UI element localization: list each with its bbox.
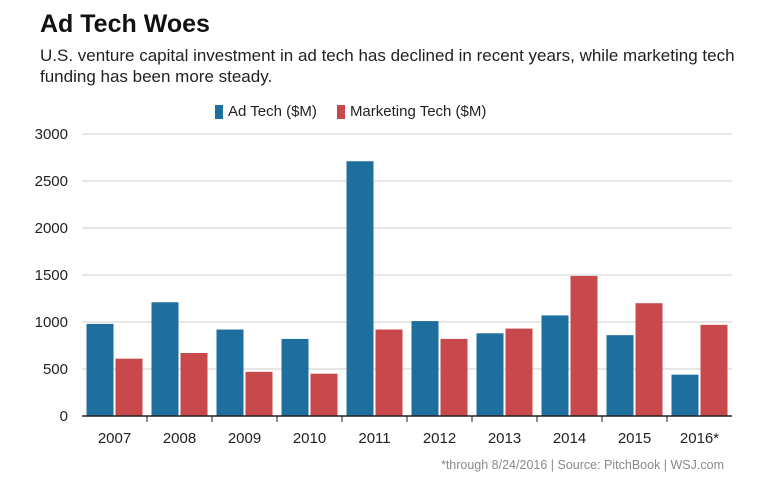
legend-swatch-ad-tech bbox=[215, 104, 223, 119]
bar-ad-tech bbox=[346, 161, 374, 416]
bar-marketing-tech bbox=[180, 353, 208, 416]
legend-label-ad-tech: Ad Tech ($M) bbox=[228, 103, 317, 120]
x-tick-label: 2013 bbox=[488, 430, 521, 447]
bar-marketing-tech bbox=[570, 275, 598, 416]
bar-ad-tech bbox=[151, 302, 179, 416]
y-tick-label: 2000 bbox=[35, 220, 68, 237]
x-tick-label: 2007 bbox=[98, 430, 131, 447]
x-tick-label: 2010 bbox=[293, 430, 326, 447]
legend-label-marketing-tech: Marketing Tech ($M) bbox=[349, 103, 487, 120]
chart-title: Ad Tech Woes bbox=[40, 10, 210, 38]
bar-ad-tech bbox=[541, 315, 569, 416]
chart-subtitle: U.S. venture capital investment in ad te… bbox=[40, 46, 735, 86]
x-tick-label: 2015 bbox=[618, 430, 651, 447]
legend-item-ad-tech: Ad Tech ($M) bbox=[215, 103, 317, 120]
x-tick-label: 2009 bbox=[228, 430, 261, 447]
legend-item-marketing-tech: Marketing Tech ($M) bbox=[336, 103, 487, 120]
bar-marketing-tech bbox=[245, 371, 273, 416]
bar-marketing-tech bbox=[375, 329, 403, 416]
y-tick-label: 500 bbox=[43, 361, 68, 378]
bar-ad-tech bbox=[411, 321, 439, 416]
bar-marketing-tech bbox=[700, 324, 728, 416]
x-tick-label: 2016* bbox=[680, 430, 719, 447]
y-tick-label: 1500 bbox=[35, 267, 68, 284]
x-tick-label: 2014 bbox=[553, 430, 586, 447]
x-tick-label: 2008 bbox=[163, 430, 196, 447]
bar-ad-tech bbox=[476, 333, 504, 416]
bar-marketing-tech bbox=[505, 328, 533, 416]
y-tick-label: 3000 bbox=[35, 126, 68, 143]
bar-ad-tech bbox=[606, 335, 634, 416]
legend: Ad Tech ($M) Marketing Tech ($M) bbox=[215, 103, 506, 120]
bar-ad-tech bbox=[86, 323, 114, 416]
bar-marketing-tech bbox=[115, 358, 143, 416]
x-tick-label: 2011 bbox=[358, 430, 390, 447]
y-tick-label: 0 bbox=[60, 408, 68, 425]
legend-swatch-marketing-tech bbox=[336, 104, 345, 119]
x-tick-label: 2012 bbox=[423, 430, 456, 447]
bar-ad-tech bbox=[671, 374, 699, 416]
bar-marketing-tech bbox=[440, 338, 468, 416]
y-tick-label: 1000 bbox=[35, 314, 68, 331]
bar-ad-tech bbox=[281, 338, 309, 416]
bar-ad-tech bbox=[216, 329, 244, 416]
bar-marketing-tech bbox=[635, 303, 663, 416]
y-tick-label: 2500 bbox=[35, 173, 68, 190]
bar-marketing-tech bbox=[310, 373, 338, 416]
footnote: *through 8/24/2016 | Source: PitchBook |… bbox=[440, 458, 724, 472]
